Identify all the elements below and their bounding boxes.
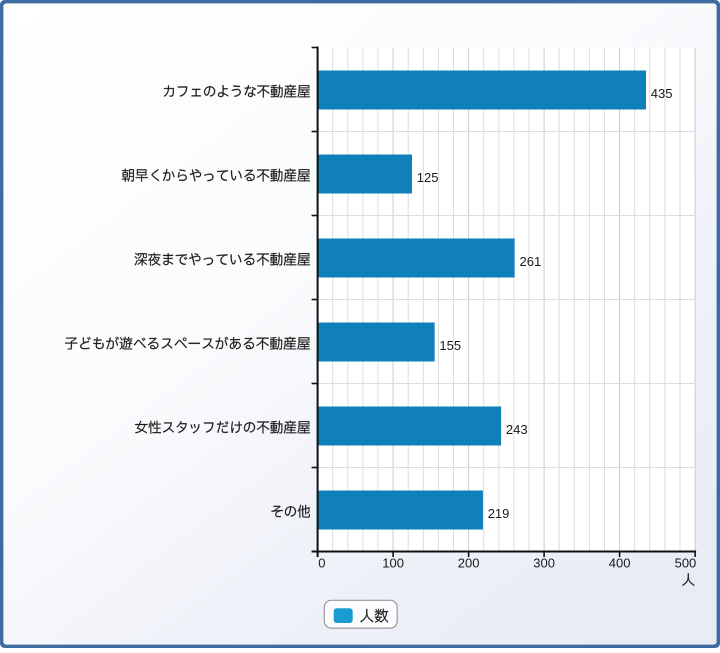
svg-text:155: 155	[439, 338, 461, 353]
svg-text:261: 261	[520, 254, 542, 269]
svg-text:435: 435	[651, 86, 673, 101]
svg-text:100: 100	[382, 556, 404, 571]
svg-text:0: 0	[318, 556, 325, 571]
svg-text:200: 200	[458, 556, 480, 571]
svg-text:125: 125	[417, 170, 439, 185]
svg-text:400: 400	[609, 556, 631, 571]
svg-text:300: 300	[533, 556, 555, 571]
svg-text:243: 243	[506, 422, 528, 437]
svg-text:500: 500	[675, 556, 697, 571]
svg-text:219: 219	[488, 506, 510, 521]
